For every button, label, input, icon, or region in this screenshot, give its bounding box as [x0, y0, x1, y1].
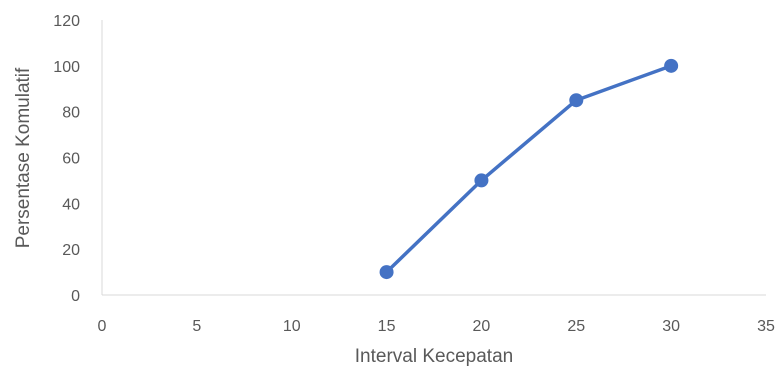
- x-tick-label: 35: [757, 318, 775, 335]
- x-tick-label: 30: [662, 318, 680, 335]
- x-tick-label: 15: [378, 318, 396, 335]
- x-tick-label: 10: [283, 318, 301, 335]
- y-tick-label: 20: [62, 242, 80, 259]
- data-point: [569, 93, 584, 108]
- series-line: [384, 64, 673, 274]
- y-tick-label: 0: [71, 288, 80, 305]
- axes: [101, 20, 766, 296]
- y-tick-label: 100: [53, 59, 80, 76]
- x-tick-label: 25: [567, 318, 585, 335]
- series-group: [379, 58, 679, 280]
- y-tick-labels: 0 20 40 60 80 100 120: [53, 13, 80, 305]
- data-point: [379, 265, 394, 280]
- y-tick-label: 40: [62, 196, 80, 213]
- data-point: [474, 173, 489, 188]
- x-tick-labels: 0 5 10 15 20 25 30 35: [98, 318, 775, 335]
- x-tick-label: 0: [98, 318, 107, 335]
- y-axis-title: Persentase Komulatif: [13, 67, 34, 248]
- y-tick-label: 80: [62, 105, 80, 122]
- x-tick-label: 20: [473, 318, 491, 335]
- x-axis-title: Interval Kecepatan: [355, 346, 513, 367]
- y-tick-label: 120: [53, 13, 80, 30]
- y-tick-label: 60: [62, 151, 80, 168]
- data-point: [664, 58, 679, 73]
- x-tick-label: 5: [192, 318, 201, 335]
